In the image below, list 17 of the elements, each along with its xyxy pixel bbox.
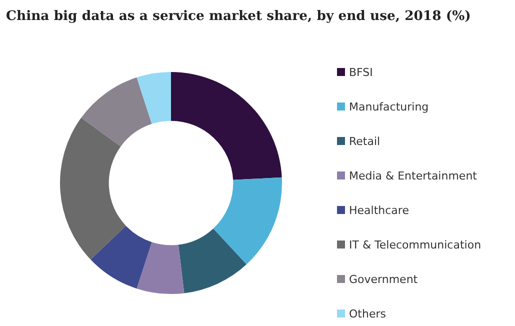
donut-slice	[90, 226, 152, 289]
legend-label: Government	[349, 273, 418, 286]
chart-title: China big data as a service market share, by end use, 2018 (%)	[6, 9, 471, 24]
donut-slice	[81, 77, 152, 146]
donut-slice	[178, 228, 246, 294]
donut-slice	[136, 242, 184, 294]
donut-slice	[171, 72, 282, 180]
donut-slice	[213, 177, 282, 264]
legend-label: BFSI	[349, 66, 373, 79]
legend-label: Media & Entertainment	[349, 170, 478, 182]
legend-label: Others	[349, 308, 386, 320]
legend-label: Healthcare	[349, 204, 410, 217]
donut-slice	[60, 118, 126, 260]
legend-label: Retail	[349, 135, 380, 148]
legend-label: Manufacturing	[349, 100, 429, 114]
legend-label: IT & Telecommunication	[349, 238, 482, 252]
donut-slice	[136, 72, 171, 124]
